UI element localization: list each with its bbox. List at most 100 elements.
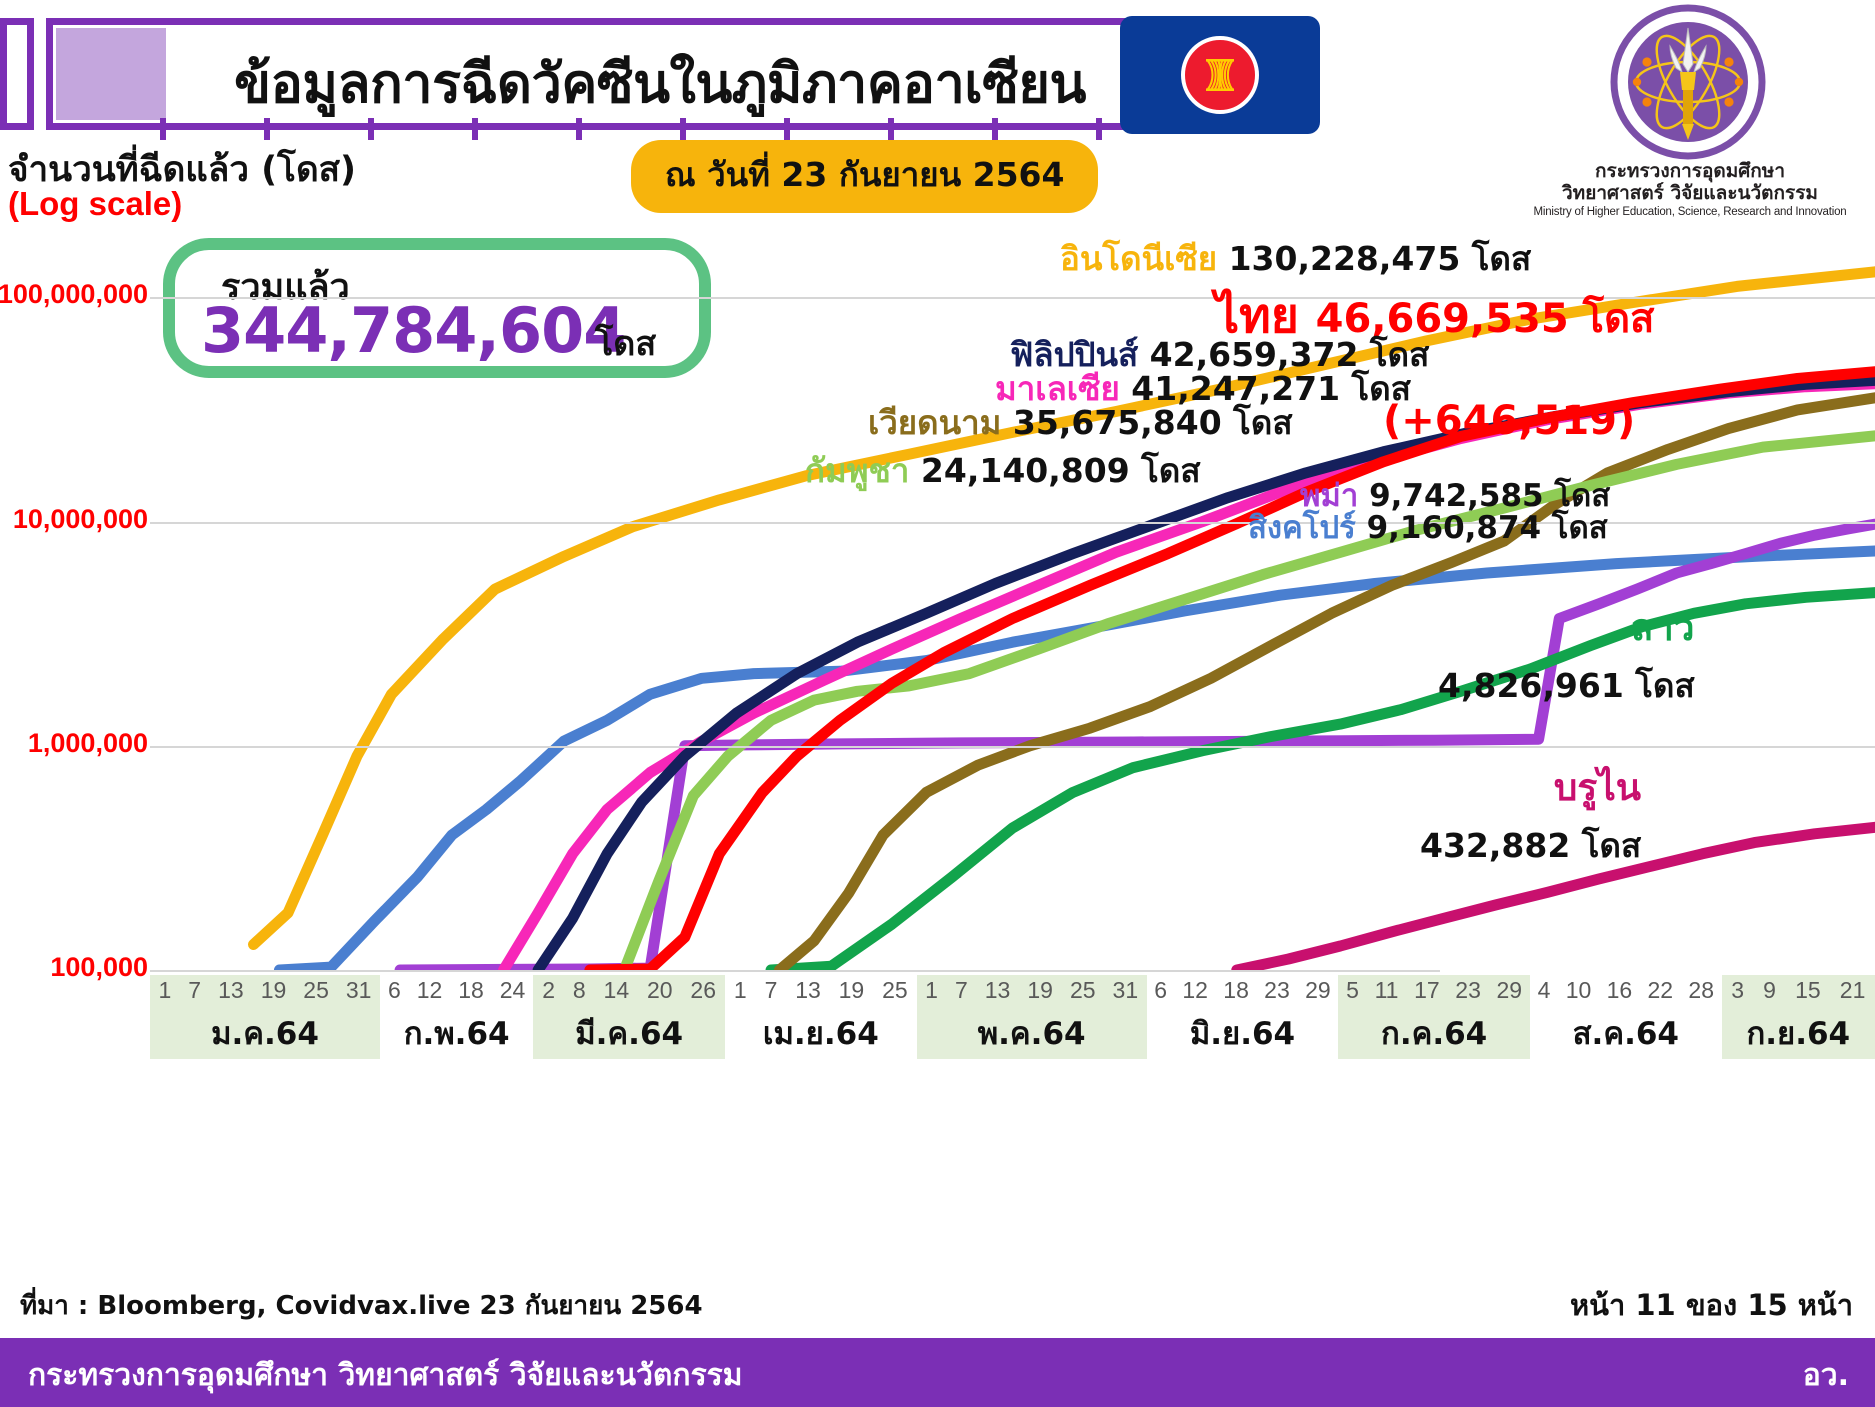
x-axis-day-tick: 9 [1763, 977, 1776, 1003]
x-axis-day-tick: 19 [838, 977, 865, 1003]
annotation-value: 41,247,271 โดส [1131, 369, 1411, 408]
x-axis-day-tick: 6 [387, 977, 401, 1003]
annotation-มาเลเซีย: มาเลเซีย 41,247,271 โดส [995, 362, 1411, 415]
x-axis-month-group: 1 7 13 19 25 31 พ.ค.64 [916, 975, 1147, 1059]
x-axis-day-tick: 3 [1731, 977, 1745, 1003]
annotation-value: 4,826,961 โดส [1438, 666, 1695, 705]
annotation-กัมพูชา: กัมพูชา 24,140,809 โดส [805, 444, 1200, 497]
banner-segment-main [46, 18, 1206, 130]
total-unit: โดส [595, 324, 657, 364]
x-axis-month-group: 1 7 13 19 25 31 ม.ค.64 [150, 975, 380, 1059]
annotation-ลาว: ลาว 4,826,961 โดส [1438, 598, 1695, 712]
annotation-value: 9,160,874 โดส [1366, 510, 1608, 546]
x-axis-day-ticks: 1 7 13 19 25 [725, 977, 917, 1004]
annotation-value: 24,140,809 โดส [920, 451, 1201, 490]
x-axis-day-tick: 13 [984, 977, 1011, 1003]
x-axis-day-tick: 14 [603, 977, 630, 1003]
source-note: ที่มา : Bloomberg, Covidvax.live 23 กันย… [20, 1291, 703, 1321]
annotation-country-name: กัมพูชา [805, 451, 921, 490]
x-axis-month-group: 5 11 17 23 29 ก.ค.64 [1338, 975, 1530, 1059]
annotation-value: 130,228,475 โดส [1228, 239, 1532, 278]
total-doses-card: รวมแล้ว 344,784,604 โดส [163, 238, 711, 378]
annotation-value: 42,659,372 โดส [1149, 335, 1430, 374]
banner-segment-left [0, 18, 34, 130]
annotation-เวียดนาม: เวียดนาม 35,675,840 โดส [868, 396, 1292, 449]
footer-abbrev: อว. [1802, 1358, 1849, 1393]
x-axis-month-label: ก.ค.64 [1381, 1016, 1488, 1052]
gridline [150, 521, 1875, 524]
x-axis-day-tick: 26 [690, 977, 716, 1003]
date-badge: ณ วันที่ 23 กันยายน 2564 [631, 140, 1099, 213]
x-axis-day-tick: 1 [733, 977, 747, 1003]
annotation-country-name: เวียดนาม [868, 403, 1013, 442]
x-axis-day-tick: 16 [1606, 977, 1633, 1003]
x-axis-day-tick: 10 [1565, 977, 1592, 1003]
x-axis-day-tick: 24 [499, 977, 526, 1003]
x-axis-day-tick: 29 [1305, 977, 1331, 1003]
annotation-country-name: พม่า [1300, 478, 1370, 514]
y-axis-label: จำนวนที่ฉีดแล้ว (โดส) [8, 150, 357, 190]
annotation-พม่า: พม่า 9,742,585 โดส [1300, 470, 1610, 520]
x-axis-month-group: 3 9 15 21 ก.ย.64 [1721, 975, 1875, 1059]
x-axis-month-group: 6 12 18 24 ก.พ.64 [380, 975, 533, 1059]
footer-bar: กระทรวงการอุดมศึกษา วิทยาศาสตร์ วิจัยและ… [0, 1338, 1875, 1407]
x-axis-day-ticks: 4 10 16 22 28 [1530, 977, 1722, 1004]
annotation-delta: (+646,519) [1383, 398, 1636, 444]
gridline [150, 970, 1440, 972]
gridline [150, 745, 1875, 748]
asean-flag-logo [1120, 16, 1320, 134]
x-axis-day-tick: 18 [458, 977, 484, 1003]
x-axis-day-tick: 4 [1537, 977, 1551, 1003]
x-axis-month-label: ส.ค.64 [1572, 1016, 1679, 1052]
line-chart-plot-area: 100,000,000 10,000,000 1,000,000 100,000 [0, 230, 1875, 982]
series-line-ไทย [584, 366, 1875, 970]
x-axis-day-ticks: 1 7 13 19 25 31 [917, 977, 1147, 1004]
x-axis-day-tick: 19 [260, 977, 287, 1003]
x-axis-day-tick: 15 [1795, 977, 1821, 1003]
page-number: หน้า 11 ของ 15 หน้า [1570, 1288, 1853, 1322]
series-line-อินโดนีเซีย [248, 266, 1875, 950]
annotation-บรูไน: บรูไน 432,882 โดส [1420, 758, 1641, 872]
annotation-สิงคโปร์: สิงคโปร์ 9,160,874 โดส [1248, 502, 1608, 552]
x-axis-day-tick: 2 [542, 977, 556, 1003]
y-axis-tick-label: 100,000 [50, 952, 148, 982]
annotation-country-name: สิงคโปร์ [1248, 510, 1367, 546]
banner-fill-block [56, 28, 166, 120]
x-axis-day-tick: 20 [646, 977, 673, 1003]
x-axis-day-tick: 1 [925, 977, 938, 1003]
annotation-country-name: ฟิลิปปินส์ [1010, 335, 1150, 374]
series-line-บรูไน [1231, 821, 1875, 970]
x-axis-month-group: 6 12 18 23 29 มิ.ย.64 [1147, 975, 1339, 1059]
x-axis-day-tick: 7 [188, 977, 202, 1003]
x-axis-day-tick: 28 [1688, 977, 1714, 1003]
x-axis-day-tick: 18 [1223, 977, 1249, 1003]
x-axis-day-tick: 23 [1455, 977, 1481, 1003]
ministry-logo-caption: กระทรวงการอุดมศึกษา วิทยาศาสตร์ วิจัยและ… [1520, 160, 1860, 219]
series-line-ลาว [765, 587, 1875, 970]
x-axis-day-tick: 12 [416, 977, 443, 1003]
annotation-ไทย: ไทย 46,669,535 โดส (+646,519) [1215, 278, 1654, 444]
annotation-country-name: มาเลเซีย [995, 369, 1132, 408]
x-axis-month-label: พ.ค.64 [977, 1016, 1086, 1052]
x-axis-day-tick: 13 [218, 977, 244, 1003]
x-axis-day-tick: 5 [1346, 977, 1359, 1003]
annotation-country-name: ลาว [1630, 606, 1695, 649]
x-axis-month-label: ม.ค.64 [211, 1016, 319, 1052]
series-line-เวียดนาม [774, 392, 1875, 970]
total-label: รวมแล้ว [221, 267, 350, 308]
x-axis-day-ticks: 6 12 18 23 29 [1147, 977, 1339, 1004]
page-title: ข้อมูลการฉีดวัคซีนในภูมิภาคอาเซียน [234, 52, 1086, 115]
x-axis-day-tick: 8 [572, 977, 586, 1003]
x-axis-day-tick: 17 [1414, 977, 1440, 1003]
x-axis-day-ticks: 3 9 15 21 [1722, 977, 1875, 1004]
x-axis-day-tick: 31 [345, 977, 372, 1003]
x-axis-day-tick: 11 [1374, 977, 1399, 1003]
x-axis-day-tick: 29 [1496, 977, 1523, 1003]
annotation-value: 432,882 โดส [1420, 826, 1642, 865]
x-axis-day-tick: 6 [1154, 977, 1168, 1003]
annotation-country-name: บรูไน [1553, 766, 1642, 809]
x-axis-day-tick: 1 [158, 977, 172, 1003]
x-axis: 1 7 13 19 25 31 ม.ค.64 6 12 18 24 ก.พ.64 2 8 14 20 26 มี.… [150, 975, 1875, 1065]
x-axis-month-label: มี.ค.64 [575, 1016, 684, 1052]
x-axis-day-ticks: 5 11 17 23 29 [1338, 977, 1530, 1004]
